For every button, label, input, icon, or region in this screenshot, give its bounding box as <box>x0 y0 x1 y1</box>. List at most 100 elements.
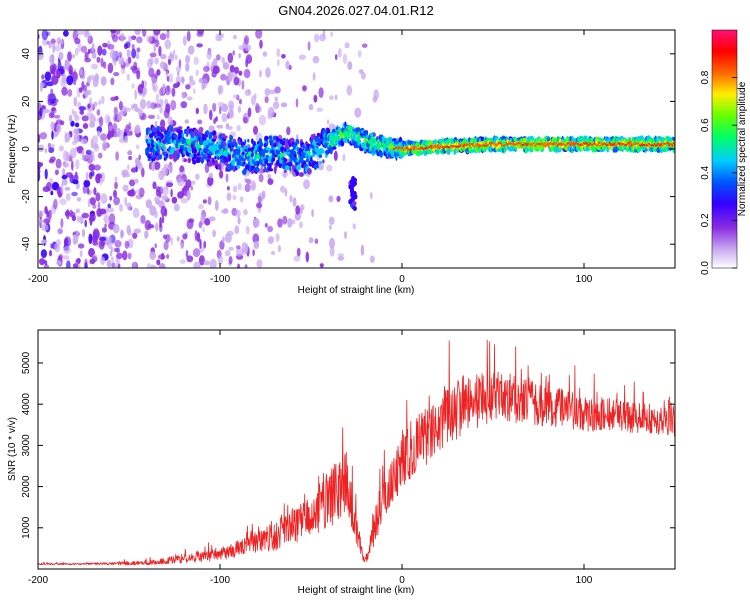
ridge-core-cell <box>623 143 625 146</box>
noise-cell <box>328 224 332 231</box>
noise-cell <box>232 34 237 40</box>
noise-cell <box>158 254 166 260</box>
noise-cell <box>80 138 88 145</box>
noise-cell <box>106 236 113 241</box>
noise-cell <box>73 96 78 107</box>
ridge-cell <box>374 137 377 145</box>
ridge-cell <box>672 137 675 141</box>
noise-cell <box>253 240 260 250</box>
ridge-core-cell <box>505 141 507 144</box>
noise-cell <box>262 51 268 57</box>
noise-cell <box>274 86 281 94</box>
noise-cell <box>369 255 375 263</box>
ridge-core-cell <box>485 144 488 147</box>
noise-cell <box>115 151 119 161</box>
secondary-feature-cell <box>351 176 356 181</box>
noise-cell <box>296 134 299 141</box>
ridge-core-cell <box>636 142 638 145</box>
noise-cell <box>275 233 280 242</box>
noise-cell <box>195 69 199 77</box>
noise-cell <box>295 205 301 215</box>
noise-cell <box>277 218 283 228</box>
noise-cell <box>158 98 164 106</box>
ridge-cell <box>244 139 247 145</box>
ridge-core-cell <box>561 143 563 146</box>
ridge-core-cell <box>510 142 513 145</box>
ridge-core-cell <box>669 143 671 145</box>
ridge-core-cell <box>530 142 533 145</box>
ridge-core-cell <box>657 142 659 145</box>
colorbar-tick-label: 0.0 <box>700 261 711 275</box>
noise-cell <box>117 263 121 268</box>
ridge-core-cell <box>584 142 586 145</box>
ridge-cell <box>295 170 300 177</box>
noise-cell <box>147 58 152 69</box>
noise-cell <box>153 43 157 53</box>
ridge-core-cell <box>586 142 588 145</box>
ridge-cell <box>332 146 337 150</box>
noise-cell <box>149 52 157 58</box>
noise-cell <box>69 148 77 159</box>
ridge-core-cell <box>413 147 416 150</box>
noise-cell <box>174 54 178 61</box>
noise-cell <box>294 211 301 221</box>
ridge-core-cell <box>433 144 435 147</box>
noise-cell <box>342 154 346 162</box>
ridge-cell <box>311 153 316 158</box>
ridge-core-cell <box>558 142 561 145</box>
noise-cell <box>314 33 320 43</box>
noise-cell <box>245 54 253 64</box>
noise-cell <box>298 221 303 229</box>
noise-cell <box>212 102 217 112</box>
ridge-core-cell <box>432 145 434 148</box>
ridge-core-cell <box>497 142 500 145</box>
noise-cell <box>209 109 213 121</box>
ridge-cell <box>240 138 243 143</box>
ridge-core-cell <box>448 146 451 149</box>
ridge-core-cell <box>634 142 636 145</box>
noise-cell <box>74 47 79 56</box>
noise-cell <box>120 67 126 75</box>
noise-cell <box>104 223 107 228</box>
noise-cell <box>159 61 166 69</box>
noise-cell <box>84 57 91 63</box>
noise-cell <box>227 186 230 191</box>
ridge-cell <box>293 153 297 158</box>
noise-cell <box>255 102 260 114</box>
ridge-core-cell <box>602 143 605 146</box>
noise-cell <box>91 150 95 157</box>
noise-cell <box>202 227 205 233</box>
ridge-core-cell <box>526 144 528 147</box>
ridge-cell <box>236 145 242 149</box>
noise-cell <box>194 230 198 241</box>
noise-cell <box>261 190 266 200</box>
ridge-cell <box>166 153 169 157</box>
noise-cell <box>134 30 141 36</box>
noise-cell <box>302 85 307 92</box>
ridge-cell <box>380 152 383 158</box>
noise-cell <box>165 71 169 77</box>
noise-cell <box>186 96 193 101</box>
ridge-cell <box>393 140 397 145</box>
noise-cell <box>212 229 217 238</box>
noise-cell <box>237 106 242 113</box>
noise-cell <box>88 32 91 42</box>
noise-cell <box>201 77 208 89</box>
colorbar-tick-label: 0.6 <box>700 118 711 132</box>
noise-cell <box>100 133 108 141</box>
noise-cell <box>64 210 70 217</box>
noise-cell <box>154 243 157 249</box>
ridge-core-cell <box>399 146 402 149</box>
noise-cell <box>203 103 208 115</box>
noise-cell <box>361 43 368 48</box>
ridge-core-cell <box>502 144 504 147</box>
noise-cell <box>276 48 281 58</box>
ridge-cell <box>269 168 274 172</box>
noise-cell <box>182 35 187 46</box>
ridge-cell <box>173 134 178 139</box>
y-tick-label: 40 <box>21 48 32 60</box>
ridge-core-cell <box>638 144 641 146</box>
noise-cell <box>159 33 167 41</box>
noise-cell <box>101 172 105 183</box>
